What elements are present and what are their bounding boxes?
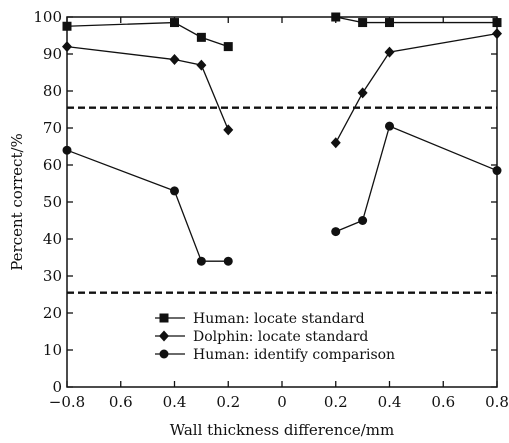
legend-label: Dolphin: locate standard (193, 329, 368, 345)
legend-marker (159, 313, 169, 323)
reference-lines (67, 106, 497, 294)
series-line (335, 33, 498, 144)
y-tick-label: 100 (33, 8, 62, 26)
data-point (358, 18, 368, 28)
y-tick-label: 50 (43, 193, 62, 211)
y-tick-label: 20 (43, 304, 62, 322)
x-tick-label: 0.8 (485, 393, 509, 411)
x-tick-label: 0.6 (109, 393, 133, 411)
series-line (66, 45, 229, 131)
data-point (223, 124, 234, 136)
series-dolphin-locate-standard (62, 28, 502, 149)
y-tick-label: 0 (52, 378, 62, 396)
y-tick-label: 40 (43, 230, 62, 248)
x-tick-label: 0.4 (163, 393, 187, 411)
data-point (330, 137, 341, 149)
y-tick-label: 80 (43, 82, 62, 100)
y-axis-label: Percent correct/% (8, 133, 26, 271)
series-human-identify-comparison (62, 121, 502, 266)
data-point (223, 256, 233, 266)
data-point (385, 121, 394, 131)
data-point (169, 54, 180, 66)
data-point (223, 42, 233, 52)
legend-label: Human: locate standard (193, 311, 365, 327)
legend-item-human-identify-comparison: Human: identify comparison (155, 347, 395, 363)
data-point (170, 186, 179, 196)
x-tick-label: 0.2 (324, 393, 348, 411)
x-axis-label: Wall thickness difference/mm (170, 421, 395, 439)
y-tick-label: 10 (43, 341, 62, 359)
series-line (66, 21, 229, 48)
data-point (196, 59, 207, 71)
series-layer (62, 12, 502, 266)
x-tick-label: 0 (277, 393, 287, 411)
legend-item-human-locate-standard: Human: locate standard (155, 311, 365, 327)
y-tick-label: 30 (43, 267, 62, 285)
y-tick-label: 60 (43, 156, 62, 174)
data-point (196, 32, 206, 42)
y-tick-label: 90 (43, 45, 62, 63)
x-tick-label: 0.6 (431, 393, 455, 411)
data-point (384, 46, 395, 58)
x-tick-label: −0.8 (49, 393, 85, 411)
data-point (196, 256, 206, 266)
x-tick-label: 0.2 (216, 393, 240, 411)
legend-marker (159, 349, 169, 359)
legend-marker (159, 330, 169, 342)
data-point (331, 227, 341, 237)
y-tick-label: 70 (43, 119, 62, 137)
data-point (357, 87, 368, 99)
x-tick-label: 0.4 (378, 393, 402, 411)
data-point (358, 216, 368, 225)
legend-item-dolphin-locate-standard: Dolphin: locate standard (155, 329, 368, 345)
series-line (66, 149, 229, 262)
series-line (335, 125, 498, 233)
axis-ticks: −0.8 0.6 0.4 0.2 0 0.2 0.4 0.6 0.8 0 10 20 30 40 50 60 7… (33, 8, 509, 411)
legend: Human: locate standard Dolphin: locate st… (155, 311, 395, 363)
legend-label: Human: identify comparison (193, 347, 395, 363)
